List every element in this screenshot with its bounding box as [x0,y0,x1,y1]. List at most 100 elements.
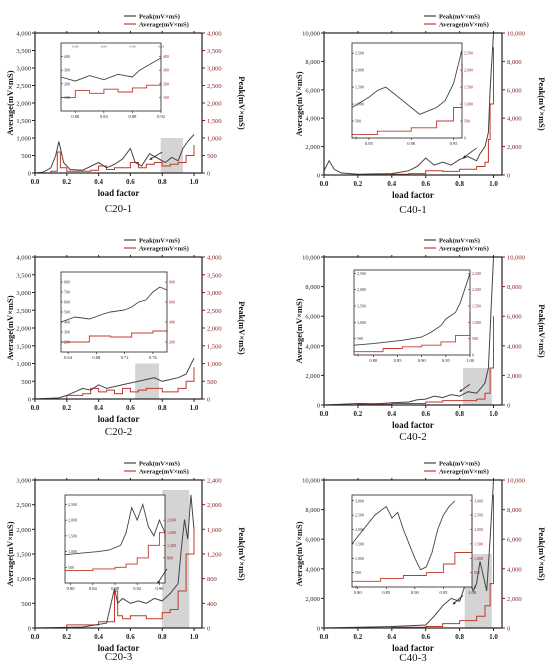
legend-average-label: Average(mV×mS) [439,246,489,253]
right-tick-label: 400 [207,601,217,608]
inset-right-tick-label: 100 [163,95,169,100]
inset-left-tick-label: 2,000 [357,287,366,293]
x-axis-label: load factor [98,414,140,424]
inset-top-tick-label: 0.92 [158,45,164,49]
left-tick-label: 500 [21,379,31,386]
inset-frame [351,494,473,588]
series-average-line [324,47,494,176]
zoom-arrow-head [149,157,153,160]
series-peak-line [34,134,195,174]
left-tick-label: 1,500 [16,552,31,559]
inset-left-tick-label: 1,000 [355,102,364,108]
inset-x-tick-label: 0.88 [111,586,120,591]
inset-x-tick-label: 0.90 [407,141,416,146]
right-tick-label: 2,500 [207,308,222,315]
x-tick-label: 0.8 [455,410,464,418]
right-tick-label: 0 [507,403,510,410]
inset-left-tick-label: 500 [355,570,361,575]
x-tick-label: 0.0 [31,633,40,641]
inset-frame [353,269,471,356]
right-tick-label: 500 [207,153,217,160]
right-tick-label: 3,000 [207,66,222,73]
right-tick-label: 10,000 [507,31,525,38]
inset-left-tick-label: 0 [355,136,357,141]
right-tick-label: 2,000 [507,144,522,151]
inset-right-tick-label: 400 [169,320,175,325]
x-tick-label: 1.0 [190,178,199,186]
left-tick-label: 500 [21,153,31,160]
plot-frame [323,256,503,406]
inset-right-tick-label: 200 [169,340,175,345]
inset-right-tick-label: 1,000 [464,102,473,108]
inset-x-tick-label: 0.96 [156,586,165,591]
left-tick-label: 8,000 [305,59,320,66]
x-tick-label: 0.8 [455,633,464,641]
left-tick-label: 0 [28,626,31,633]
right-tick-label: 10,000 [507,478,525,485]
inset-right-tick-label: 1,500 [472,303,481,309]
inset-peak-line [64,502,166,556]
series-peak-line [323,256,494,406]
inset-right-tick-label: 2,500 [472,271,481,277]
series-average-line [324,316,494,406]
inset-x-tick-label: 0.72 [121,355,129,360]
inset-x-tick-label: 0.95 [450,141,459,146]
left-tick-label: 0 [317,626,320,633]
right-tick-label: 1,000 [207,136,222,143]
y-axis-label-left: Average(mV×mS) [294,298,304,363]
highlight-region [162,489,190,628]
inset-right-tick-label: 2,000 [167,518,176,524]
x-tick-label: 0.8 [158,178,167,186]
series-peak-line [323,479,494,629]
left-tick-label: 3,000 [16,290,31,297]
inset-left-tick-label: 2,500 [355,51,364,57]
x-axis-label: load factor [98,643,140,653]
inset-x-tick-label: 0.85 [394,358,403,363]
inset-panel: 0.80 0.85 0.90 0.95 1.0005001,0001,5002,0002… [351,494,483,595]
legend-peak-label: Peak(mV×mS) [139,14,180,21]
legend-average-label: Average(mV×mS) [139,22,189,29]
chart-panel-C20-3: 0 500 1,000 1,500 2,000 2,500 3,000 0 400 800 1,20… [5,461,247,664]
legend-peak-label: Peak(mV×mS) [139,238,180,245]
series-average-line [35,145,195,174]
inset-right-tick-label: 1,000 [474,556,483,562]
inset-right-tick-label: 2,500 [474,513,483,519]
left-tick-label: 10,000 [302,478,320,485]
right-tick-label: 2,400 [207,478,222,485]
inset-x-tick-label: 0.80 [369,358,378,363]
inset-right-tick-label: 1,000 [472,320,481,326]
x-tick-label: 0.6 [421,180,430,188]
inset-right-tick-label: 500 [464,119,470,124]
inset-left-tick-label: 500 [355,119,361,124]
inset-x-tick-label: 0.84 [89,586,98,591]
left-tick-label: 6,000 [305,314,320,321]
x-tick-label: 0.2 [62,404,71,412]
left-tick-label: 2,000 [16,326,31,333]
inset-right-tick-label: 1,200 [167,543,176,549]
right-tick-label: 8,000 [507,507,522,514]
left-tick-label: 2,500 [16,502,31,509]
legend-average-label: Average(mV×mS) [439,469,489,476]
inset-right-tick-label: 200 [163,81,169,86]
inset-left-tick-label: 0 [357,353,359,358]
right-tick-label: 4,000 [507,343,522,350]
legend-peak-label: Peak(mV×mS) [139,461,180,468]
left-tick-label: 8,000 [305,507,320,514]
left-tick-label: 2,500 [16,83,31,90]
plot-frame [323,32,503,176]
panel-caption: C20-1 [105,203,133,215]
right-tick-label: 0 [207,171,210,178]
inset-peak-line [353,273,471,346]
inset-top-tick-label: 0.84 [101,45,107,49]
y-axis-label-left: Average(mV×mS) [5,521,15,586]
x-tick-label: 0.6 [126,404,135,412]
inset-left-tick-label: 1,500 [357,303,366,309]
inset-right-tick-label: 500 [472,336,478,341]
right-tick-label: 6,000 [507,87,522,94]
zoom-arrow-head [463,155,466,158]
inset-panel: 0.85 0.90 0.95 0 500 1,000 1,500 2,000 2,500 0 500… [351,42,473,146]
inset-panel: 0.80 0.84 0.88 0.92 0.80 0.84 0.88 0.92 100 200 30… [60,42,169,119]
zoom-arrow-head [459,388,463,392]
inset-left-tick-label: 2,500 [68,502,77,508]
